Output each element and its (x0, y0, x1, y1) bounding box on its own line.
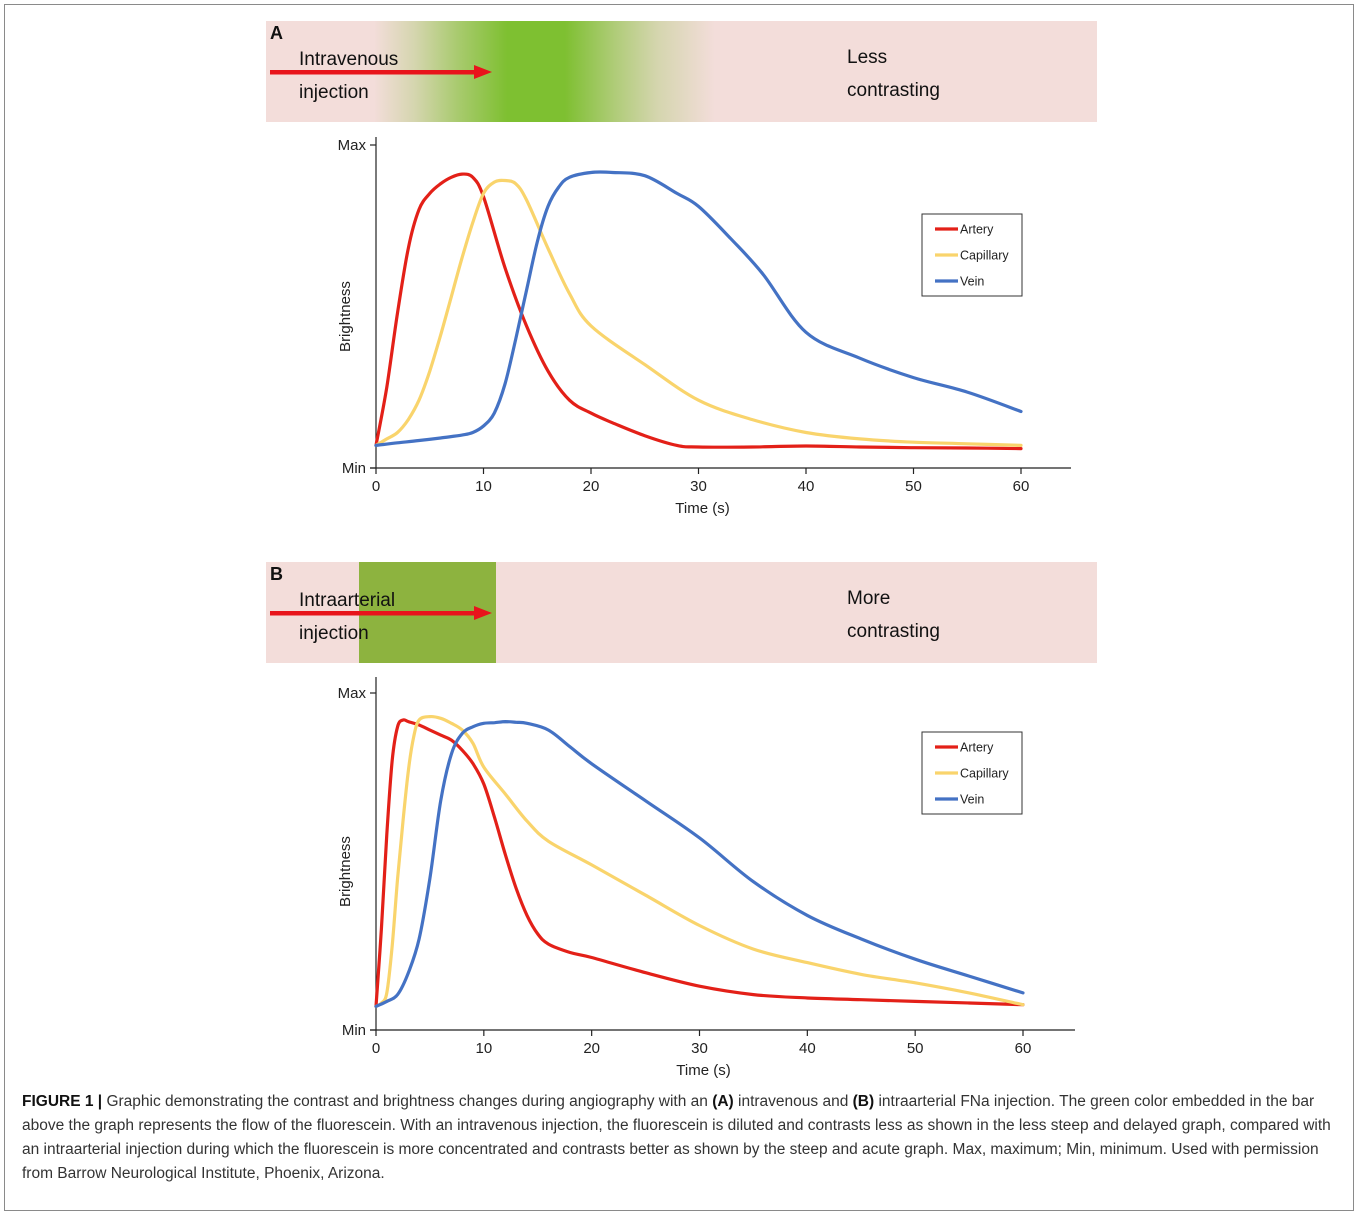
x-tick-label: 30 (690, 478, 707, 495)
legend-label: Artery (960, 223, 994, 237)
series-line-artery (374, 172, 1023, 451)
legend-label: Vein (960, 275, 984, 289)
x-tick-label: 30 (691, 1040, 708, 1057)
x-tick-label: 60 (1015, 1040, 1032, 1057)
caption-ref-a: (A) (712, 1093, 734, 1110)
flow-arrow-icon (270, 606, 492, 620)
panel-letter: A (270, 23, 283, 43)
flow-arrow-icon (270, 65, 492, 79)
series-line-vein (374, 720, 1025, 1008)
flow-bar: B Intraarterial injection More contrasti… (266, 562, 1097, 663)
figure-frame (4, 4, 1354, 1211)
y-tick-label: Max (338, 685, 367, 702)
series-line-capillary (374, 178, 1023, 447)
line-chart: 0 10 20 30 40 50 60 Max Min Time (s) Brightness Art… (337, 677, 1075, 1079)
x-axis-label: Time (s) (676, 1062, 730, 1079)
legend-label: Artery (960, 741, 994, 755)
x-tick-label: 50 (905, 478, 922, 495)
x-tick-label: 10 (475, 1040, 492, 1057)
x-tick-label: 60 (1013, 478, 1030, 495)
y-tick-label: Min (342, 460, 366, 477)
y-tick-label: Max (338, 137, 367, 154)
x-tick-label: 40 (799, 1040, 816, 1057)
x-tick-label: 20 (583, 478, 600, 495)
series-line-artery (374, 718, 1025, 1008)
x-tick-label: 0 (372, 1040, 380, 1057)
x-tick-label: 0 (372, 478, 380, 495)
legend-label: Vein (960, 793, 984, 807)
caption-text: intravenous and (733, 1093, 853, 1110)
line-chart: 0 10 20 30 40 50 60 Max Min Time (s) Brightness Art… (337, 137, 1071, 517)
caption-text: intraarterial FNa injection. The green c… (22, 1093, 1331, 1182)
x-tick-label: 20 (583, 1040, 600, 1057)
flow-bar: A Intravenous injection Less contrasting (266, 21, 1097, 122)
legend-label: Capillary (960, 249, 1009, 263)
x-tick-label: 10 (475, 478, 492, 495)
y-axis-label: Brightness (337, 836, 354, 907)
injection-label: Intraarterial injection (299, 590, 396, 644)
injection-label: Intravenous injection (299, 49, 399, 103)
y-axis-label: Brightness (337, 281, 354, 352)
caption-text: Graphic demonstrating the contrast and b… (102, 1093, 713, 1110)
legend-label: Capillary (960, 767, 1009, 781)
result-label: More contrasting (847, 588, 940, 642)
figure-label: FIGURE 1 | (22, 1093, 103, 1110)
panel-b: B Intraarterial injection More contrasti… (0, 540, 1360, 1085)
series-line-capillary (374, 714, 1025, 1008)
figure-caption: FIGURE 1 | Graphic demonstrating the con… (22, 1090, 1342, 1186)
series-line-vein (374, 170, 1023, 447)
result-label: Less contrasting (847, 47, 940, 101)
panel-letter: B (270, 564, 283, 584)
caption-ref-b: (B) (852, 1093, 875, 1110)
x-axis-label: Time (s) (675, 500, 729, 517)
y-tick-label: Min (342, 1022, 366, 1039)
x-tick-label: 40 (798, 478, 815, 495)
x-tick-label: 50 (907, 1040, 924, 1057)
panel-a: A Intravenous injection Less contrasting… (0, 0, 1360, 535)
